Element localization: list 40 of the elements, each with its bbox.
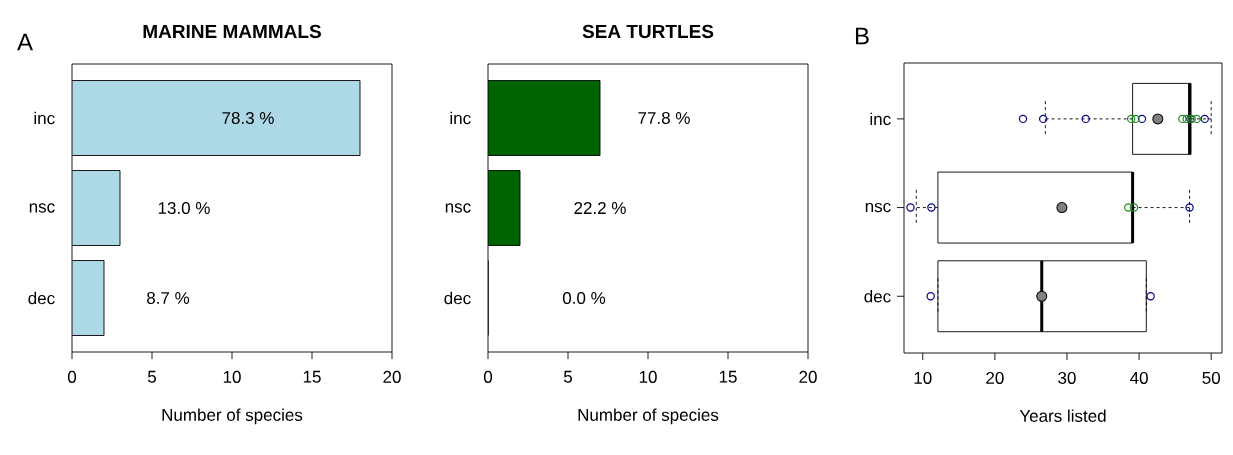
x-tick-label: 10 bbox=[914, 371, 932, 384]
x-tick-label: 30 bbox=[1058, 371, 1076, 384]
x-tick-label: 15 bbox=[303, 370, 321, 383]
y-tick-label: dec bbox=[864, 290, 891, 303]
y-tick-label: nsc bbox=[29, 203, 55, 213]
text: B bbox=[855, 27, 869, 45]
bar bbox=[72, 170, 121, 246]
x-tick-label: 10 bbox=[639, 370, 657, 383]
x-tick-label: 20 bbox=[383, 370, 401, 383]
y-tick-label: inc bbox=[34, 111, 55, 125]
chart-title: SEA TURTLES bbox=[582, 24, 714, 39]
x-tick-label: 5 bbox=[563, 370, 573, 383]
text: A bbox=[17, 33, 33, 51]
x-tick-label: 5 bbox=[147, 370, 157, 383]
y-tick-label: nsc bbox=[445, 203, 471, 213]
x-tick-label: 0 bbox=[483, 370, 493, 383]
x-tick-label: 15 bbox=[719, 370, 737, 383]
x-tick-label: 10 bbox=[223, 370, 241, 383]
x-tick-label: 50 bbox=[1202, 371, 1220, 384]
x-axis-title: Years listed bbox=[1019, 409, 1106, 422]
annotation: 22.2 % bbox=[574, 202, 626, 214]
y-tick-label: nsc bbox=[865, 202, 891, 213]
annotation: 13.0 % bbox=[158, 201, 210, 215]
y-tick-label: inc bbox=[450, 111, 471, 125]
x-axis-title: Number of species bbox=[162, 408, 303, 425]
x-tick-label: 40 bbox=[1130, 371, 1148, 384]
x-tick-label: 0 bbox=[67, 370, 77, 383]
bar bbox=[72, 260, 105, 336]
x-axis-title: Number of species bbox=[578, 408, 719, 425]
annotation: 8.7 % bbox=[147, 291, 190, 305]
bar bbox=[72, 80, 361, 156]
y-tick-label: inc bbox=[870, 112, 891, 126]
x-tick-label: 20 bbox=[799, 370, 817, 383]
annotation: 77.8 % bbox=[638, 111, 690, 125]
annotation: 78.3 % bbox=[222, 111, 274, 125]
annotation: 0.0 % bbox=[562, 291, 606, 305]
y-tick-label: dec bbox=[444, 291, 471, 305]
chart-title: MARINE MAMMALS bbox=[143, 24, 321, 39]
y-tick-label: dec bbox=[28, 291, 55, 305]
x-tick-label: 20 bbox=[986, 371, 1004, 384]
